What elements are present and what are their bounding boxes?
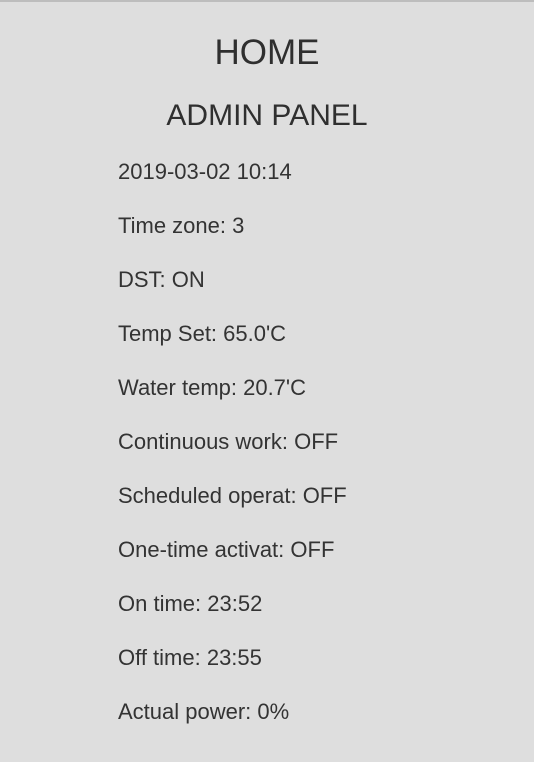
page-title: ADMIN PANEL [166, 99, 368, 132]
continuous-work-readout: Continuous work: OFF [118, 429, 339, 454]
status-list: 2019-03-02 10:14 Time zone: 3 DST: ON Te… [118, 157, 347, 751]
datetime-readout: 2019-03-02 10:14 [118, 159, 292, 184]
time-zone-readout: Time zone: 3 [118, 213, 245, 238]
actual-power-readout: Actual power: 0% [118, 699, 290, 724]
on-time-readout: On time: 23:52 [118, 591, 263, 616]
off-time-readout: Off time: 23:55 [118, 645, 262, 670]
one-time-activation-readout: One-time activat: OFF [118, 537, 335, 562]
temp-set-readout: Temp Set: 65.0'C [118, 321, 287, 346]
dst-readout: DST: ON [118, 267, 205, 292]
top-divider [0, 0, 534, 2]
water-temp-readout: Water temp: 20.7'C [118, 375, 307, 400]
scheduled-operation-readout: Scheduled operat: OFF [118, 483, 347, 508]
home-link[interactable]: HOME [214, 33, 320, 72]
